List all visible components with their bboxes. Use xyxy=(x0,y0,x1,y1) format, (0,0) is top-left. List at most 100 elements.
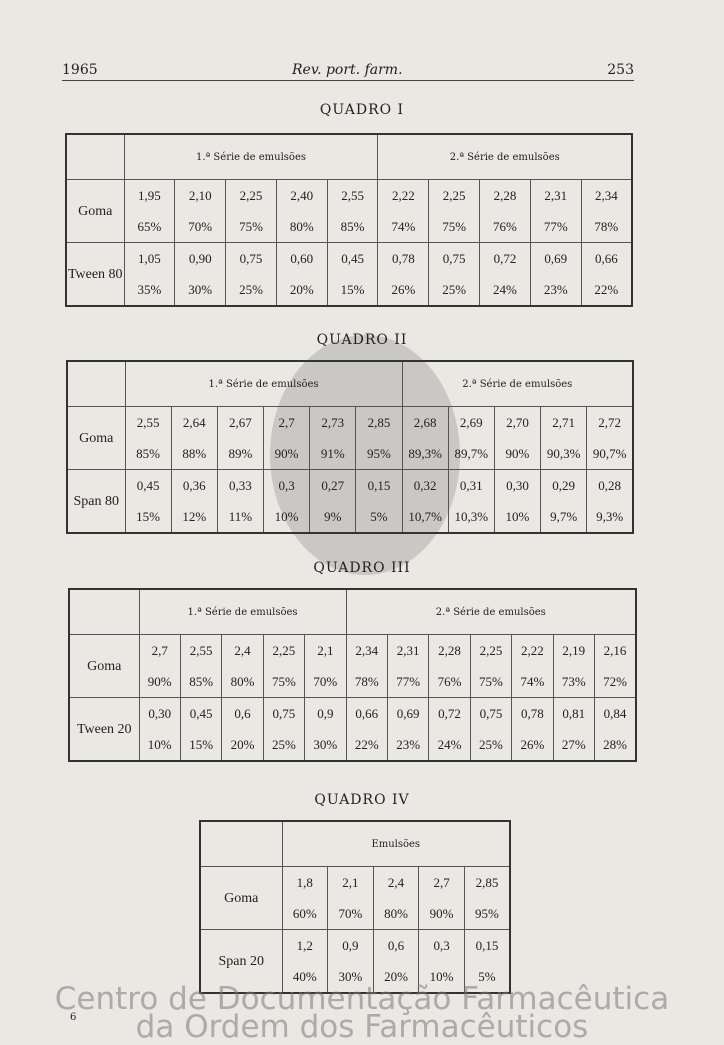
cell-value: 0,9 xyxy=(317,706,334,721)
data-cell: 2,4 80% xyxy=(372,866,419,930)
cell-value: 2,25 xyxy=(272,643,296,658)
cell-value: 0,31 xyxy=(459,478,483,493)
cell-value: 0,6 xyxy=(234,706,251,721)
data-cell: 2,7 90% xyxy=(263,406,310,470)
cell-percent: 89,7% xyxy=(454,446,489,461)
data-cell: 2,4 80% xyxy=(221,634,264,698)
page-number: 253 xyxy=(607,62,634,78)
cell-value: 2,31 xyxy=(396,643,420,658)
cell-value: 2,73 xyxy=(321,415,345,430)
cell-percent: 89,3% xyxy=(408,446,442,461)
cell-percent: 90,3% xyxy=(546,446,581,461)
data-table: 1.ª Série de emulsões 2.ª Série de emulsõ… xyxy=(66,360,634,534)
cell-value: 0,29 xyxy=(552,478,575,493)
cell-value: 0,60 xyxy=(290,251,314,266)
row-label: Goma xyxy=(78,203,113,219)
row-label: Goma xyxy=(87,658,122,674)
cell-value: 2,4 xyxy=(387,875,405,890)
cell-value: 2,85 xyxy=(475,875,499,890)
cell-percent: 10% xyxy=(274,509,299,524)
cell-percent: 30% xyxy=(313,737,338,752)
data-cell: 2,73 91% xyxy=(309,406,356,470)
cell-percent: 85% xyxy=(189,674,214,689)
series-header-row: 1.ª Série de emulsões 2.ª Série de emulsõ… xyxy=(69,589,636,635)
series-header: 1.ª Série de emulsões xyxy=(123,134,378,180)
series-header: 1.ª Série de emulsões xyxy=(124,361,403,407)
data-cell: 0,15 5% xyxy=(463,929,510,993)
cell-percent: 10% xyxy=(505,509,530,524)
cell-value: 2,25 xyxy=(239,188,263,203)
cell-percent: 90,7% xyxy=(592,446,627,461)
data-cell: 0,32 10,7% xyxy=(401,469,449,533)
data-cell: 0,75 25% xyxy=(225,242,277,306)
data-cell: 2,25 75% xyxy=(262,634,305,698)
cell-value: 2,16 xyxy=(603,643,627,658)
data-cell: 1,95 65% xyxy=(123,179,175,243)
data-cell: 0,30 10% xyxy=(493,469,541,533)
data-cell: 0,29 9,7% xyxy=(540,469,587,533)
data-cell: 2,34 78% xyxy=(345,634,388,698)
cell-percent: 26% xyxy=(391,282,416,297)
cell-value: 0,72 xyxy=(493,251,517,266)
data-cell: 2,85 95% xyxy=(463,866,510,930)
cell-value: 2,1 xyxy=(342,875,359,890)
data-cell: 0,72 24% xyxy=(428,697,471,761)
cell-percent: 85% xyxy=(340,219,365,234)
cell-value: 2,22 xyxy=(520,643,544,658)
data-table: 1.ª Série de emulsões 2.ª Série de emulsõ… xyxy=(68,588,637,762)
cell-percent: 65% xyxy=(137,219,162,234)
running-header: 1965 Rev. port. farm. 253 xyxy=(62,58,634,81)
data-cell: 1,2 40% xyxy=(281,929,328,993)
cell-value: 0,45 xyxy=(189,706,213,721)
cell-value: 0,32 xyxy=(413,478,437,493)
cell-percent: 20% xyxy=(230,737,255,752)
cell-value: 1,8 xyxy=(296,875,313,890)
data-cell: 2,22 74% xyxy=(511,634,554,698)
cell-value: 2,34 xyxy=(355,643,379,658)
cell-value: 1,05 xyxy=(138,251,161,266)
data-cell: 0,31 10,3% xyxy=(447,469,495,533)
data-cell: 2,31 77% xyxy=(386,634,429,698)
data-cell: 2,72 90,7% xyxy=(586,406,633,470)
cell-percent: 35% xyxy=(137,282,162,297)
cell-value: 0,6 xyxy=(387,938,405,953)
cell-percent: 75% xyxy=(442,219,467,234)
cell-value: 0,78 xyxy=(520,706,544,721)
data-cell: 2,25 75% xyxy=(225,179,277,243)
data-cell: 0,72 24% xyxy=(479,242,531,306)
table-row: Span 80 0,45 15% 0,36 12% 0,33 11% 0,3 10% 0,27 9%… xyxy=(67,469,633,533)
cell-value: 2,25 xyxy=(479,643,503,658)
data-cell: 2,10 70% xyxy=(174,179,226,243)
cell-value: 2,70 xyxy=(506,415,529,430)
data-cell: 0,69 23% xyxy=(529,242,582,306)
data-cell: 2,68 89,3% xyxy=(401,406,449,470)
cell-value: 0,84 xyxy=(603,706,627,721)
cell-value: 1,95 xyxy=(138,188,161,203)
watermark-line-2: da Ordem dos Farmacêuticos xyxy=(135,1009,589,1045)
table-row: Goma 2,55 85% 2,64 88% 2,67 89% 2,7 90% 2,73 91% 2,… xyxy=(67,406,633,470)
data-table: Emulsões Goma 1,8 60% 2,1 70% 2,4 80% 2,7 90% 2,85… xyxy=(199,820,511,994)
cell-percent: 24% xyxy=(437,737,462,752)
data-cell: 2,19 73% xyxy=(552,634,595,698)
cell-percent: 15% xyxy=(340,282,365,297)
data-cell: 2,1 70% xyxy=(327,866,374,930)
data-cell: 0,9 30% xyxy=(304,697,347,761)
cell-value: 2,34 xyxy=(594,188,618,203)
data-cell: 0,75 25% xyxy=(469,697,512,761)
series-header-row: 1.ª Série de emulsões 2.ª Série de emulsõ… xyxy=(67,361,633,407)
cell-percent: 73% xyxy=(561,674,586,689)
cell-percent: 74% xyxy=(391,219,416,234)
cell-value: 2,31 xyxy=(544,188,568,203)
table-row: Goma 1,95 65% 2,10 70% 2,25 75% 2,40 80% 2,55 85% 2… xyxy=(66,179,632,243)
data-cell: 0,84 28% xyxy=(593,697,636,761)
data-cell: 0,3 10% xyxy=(418,929,465,993)
data-cell: 2,67 89% xyxy=(216,406,264,470)
row-label: Span 80 xyxy=(67,469,125,533)
cell-percent: 72% xyxy=(603,674,627,689)
cell-percent: 5% xyxy=(370,509,388,524)
cell-value: 2,55 xyxy=(136,415,160,430)
table-title: QUADRO II xyxy=(316,332,408,348)
row-label: Goma xyxy=(79,430,114,446)
data-cell: 0,36 12% xyxy=(170,469,218,533)
data-cell: 0,75 25% xyxy=(262,697,305,761)
